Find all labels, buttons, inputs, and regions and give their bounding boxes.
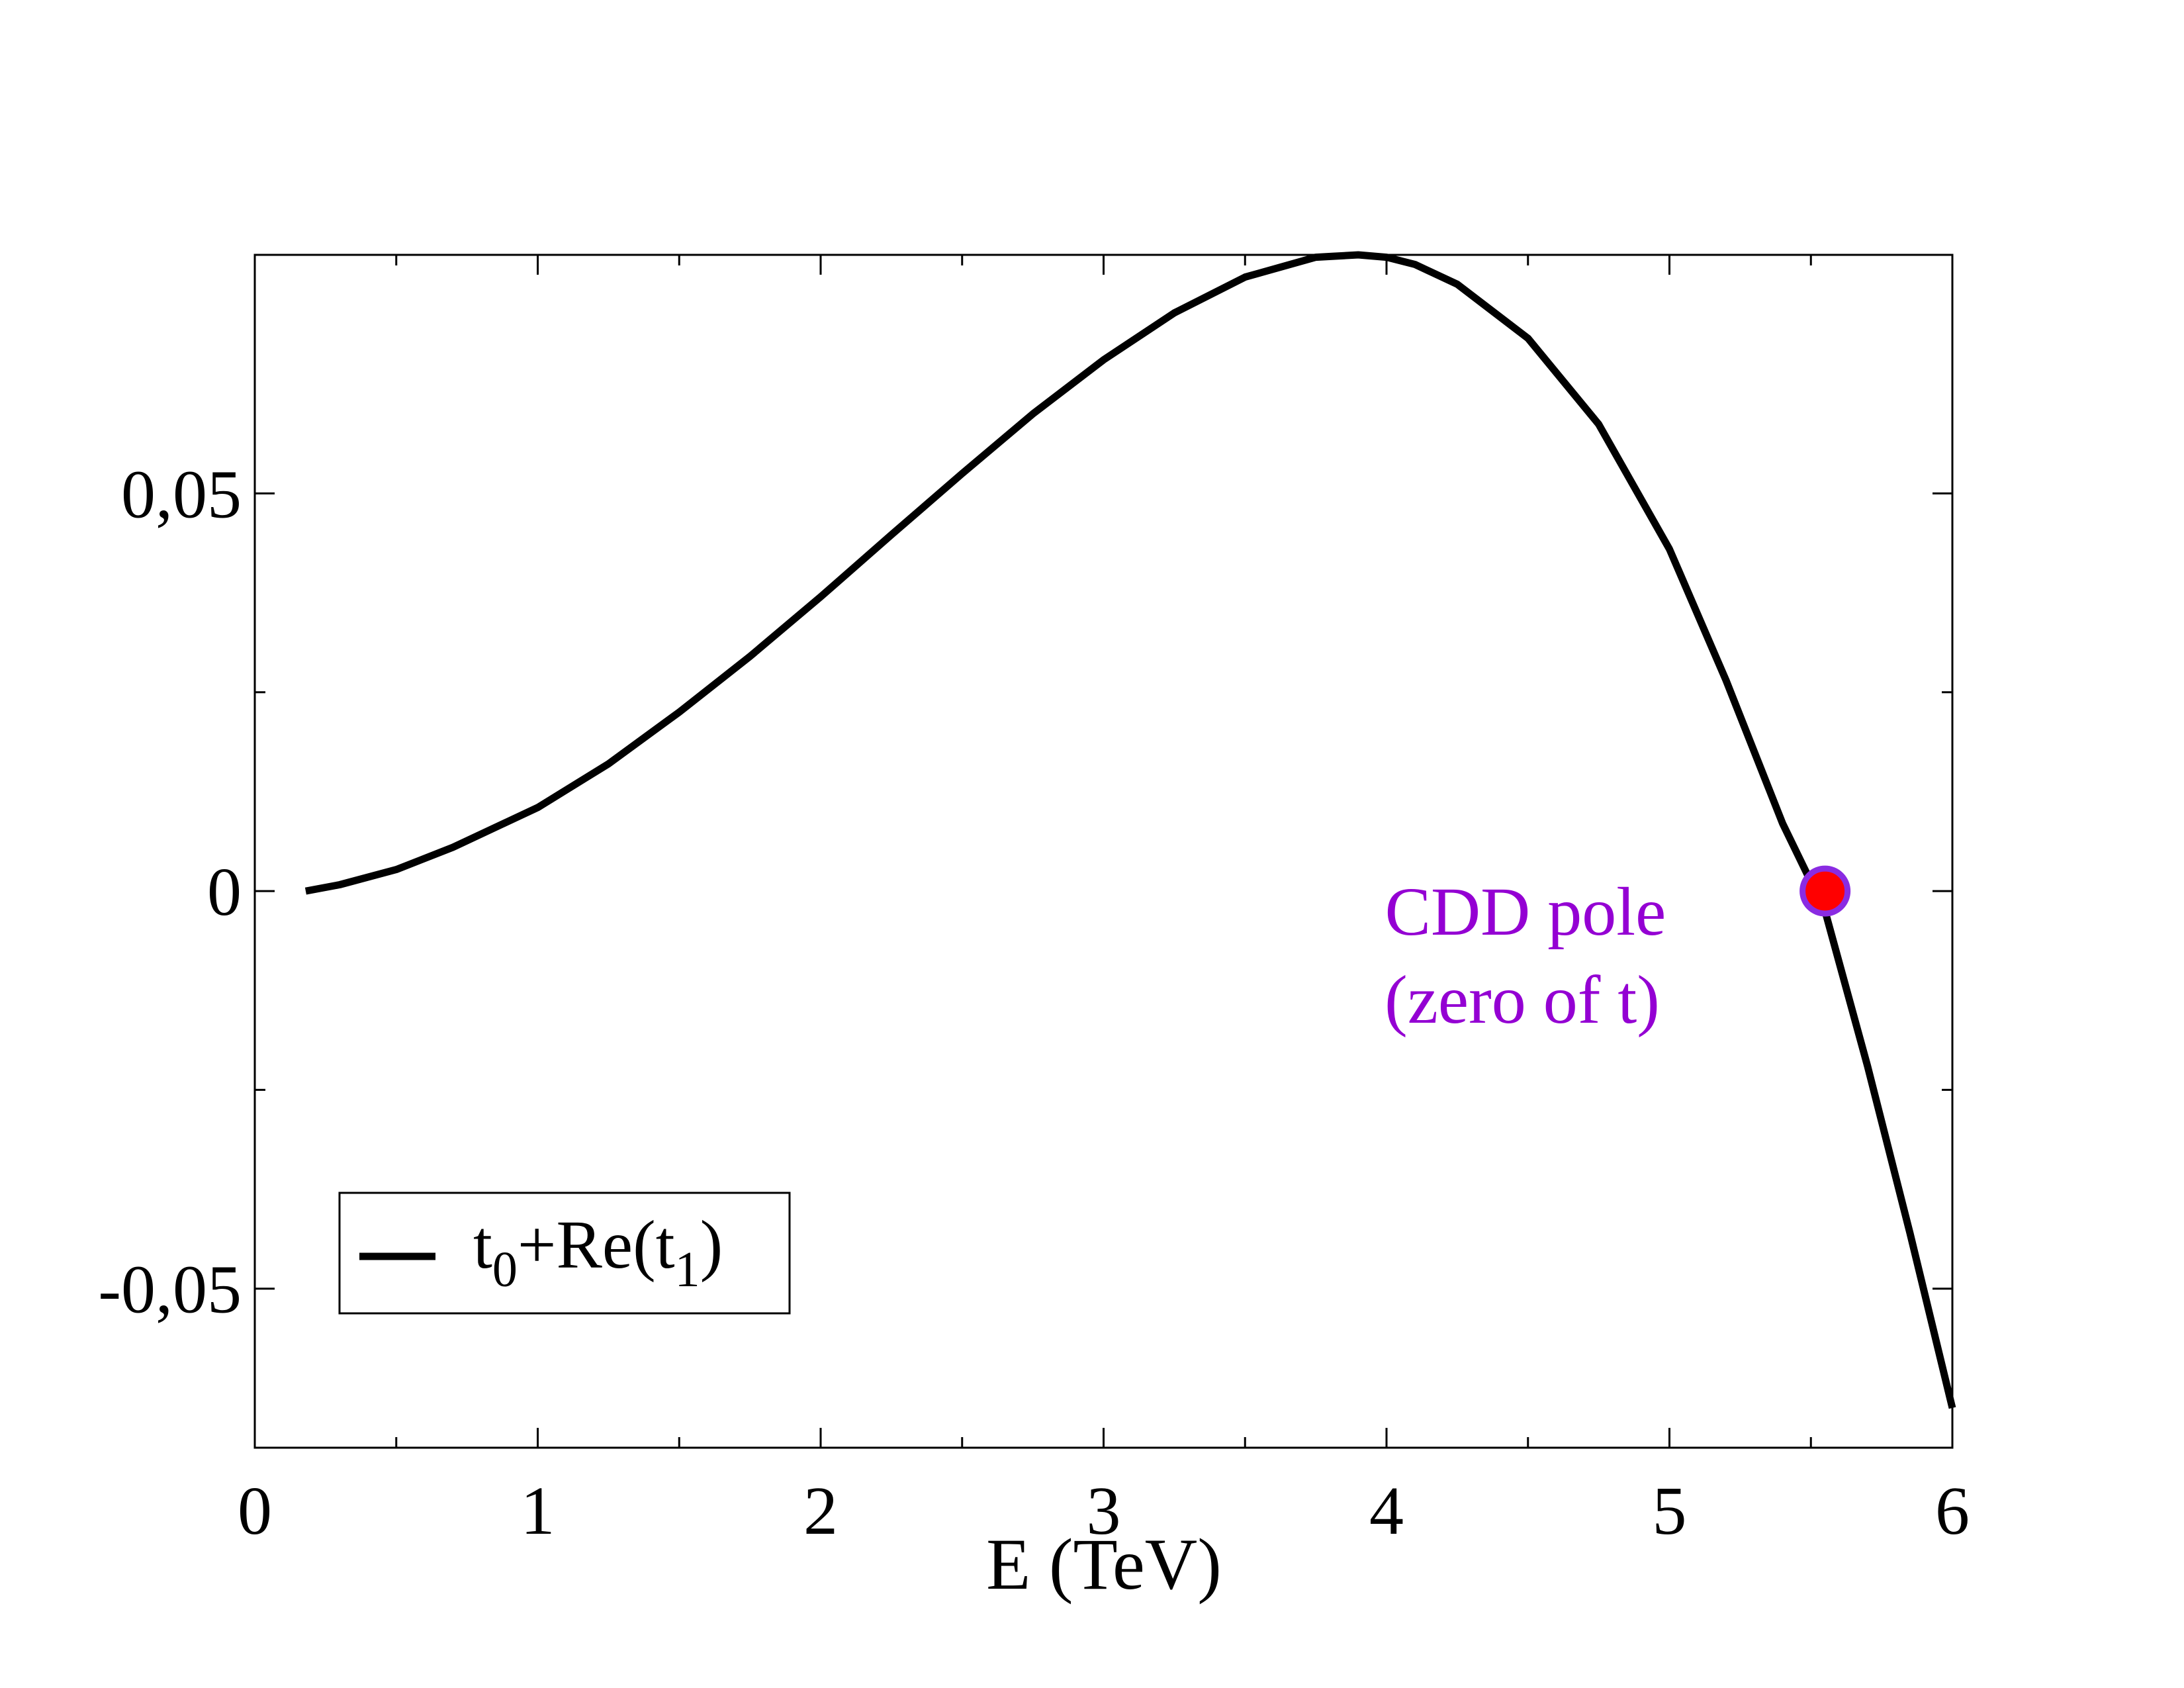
legend-label-sub0: 0 xyxy=(492,1242,518,1297)
x-axis-title: E (TeV) xyxy=(986,1524,1222,1605)
series-line-t0-re-t1 xyxy=(304,251,1956,1409)
legend-label-main: t xyxy=(473,1207,492,1283)
legend-label-mid: +Re(t xyxy=(518,1207,675,1283)
x-tick-label: 2 xyxy=(803,1473,838,1549)
legend: t0+Re(t1) xyxy=(338,1192,791,1315)
x-tick-label: 1 xyxy=(521,1473,555,1549)
x-tick-label: 0 xyxy=(238,1473,272,1549)
y-tick-label: -0,05 xyxy=(98,1252,242,1328)
x-tick-label: 4 xyxy=(1369,1473,1404,1549)
annotation-line2: (zero of t) xyxy=(1385,962,1660,1038)
cdd-pole-marker xyxy=(1799,865,1851,917)
annotation-line1: CDD pole xyxy=(1385,874,1666,950)
y-tick-label: 0 xyxy=(207,854,242,930)
legend-label-end: ) xyxy=(700,1207,723,1283)
tick-labels: 0 1 2 3 4 5 6 -0,05 0 0,05 xyxy=(98,456,1970,1549)
x-tick-label: 5 xyxy=(1653,1473,1687,1549)
ticks xyxy=(253,255,1954,1448)
legend-label: t0+Re(t1) xyxy=(473,1207,723,1297)
legend-label-sub1: 1 xyxy=(675,1242,700,1297)
x-tick-label: 3 xyxy=(1087,1473,1121,1549)
x-tick-label: 6 xyxy=(1935,1473,1970,1549)
y-tick-label: 0,05 xyxy=(121,456,242,532)
